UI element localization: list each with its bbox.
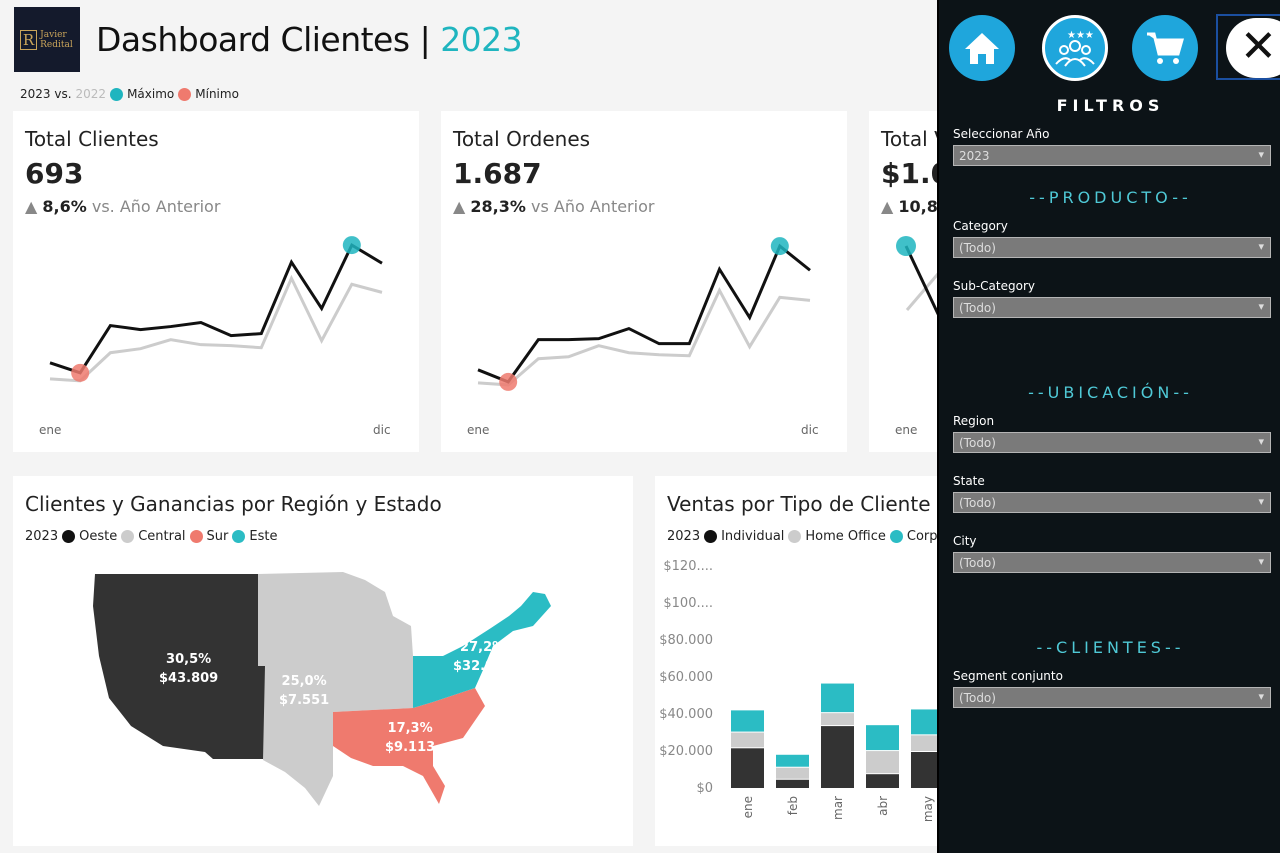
min-marker xyxy=(71,363,90,382)
subcategory-select[interactable]: (Todo) xyxy=(953,297,1271,318)
legend-top: 2023 vs. 2022 Máximo Mínimo xyxy=(20,87,239,101)
clientes-button[interactable]: ★★★ xyxy=(1042,15,1108,81)
line-chart-clientes xyxy=(49,236,383,383)
line-2023 xyxy=(477,243,811,384)
bar-feb-Individual xyxy=(776,779,809,788)
close-panel-button[interactable]: ✕ xyxy=(1216,14,1280,80)
category-select[interactable]: (Todo) xyxy=(953,237,1271,258)
home-icon xyxy=(965,33,999,64)
stacked-bar-chart: $0 $20.000 $40.000 $60.000 $80.000 $100.... $1… xyxy=(659,559,944,822)
line-2022 xyxy=(49,274,383,383)
bar-mar-Individual xyxy=(821,726,854,788)
region-este[interactable] xyxy=(413,592,551,708)
svg-text:★★★: ★★★ xyxy=(1067,30,1094,41)
min-dot-icon xyxy=(178,87,192,101)
max-marker xyxy=(770,237,789,256)
y-tick-label: $0 xyxy=(696,781,713,796)
close-icon: ✕ xyxy=(1226,18,1280,78)
max-marker xyxy=(342,236,361,255)
line-2022 xyxy=(477,286,811,387)
bar-mar-Home Office xyxy=(821,713,854,726)
y-tick-label: $120.... xyxy=(663,559,713,574)
y-tick-label: $100.... xyxy=(663,596,713,611)
bar-abr-Corporate xyxy=(866,725,899,751)
min-marker xyxy=(499,372,518,391)
region-central[interactable] xyxy=(258,572,413,806)
home-button[interactable] xyxy=(949,15,1015,81)
max-marker xyxy=(896,236,916,256)
y-tick-label: $60.000 xyxy=(659,670,713,685)
customers-icon: ★★★ xyxy=(1055,30,1095,67)
map-legend: 2023 Oeste Central Sur Este xyxy=(25,529,278,544)
us-map xyxy=(93,572,551,806)
x-tick-label: abr xyxy=(876,796,890,816)
bar-abr-Individual xyxy=(866,774,899,788)
max-dot-icon xyxy=(110,87,124,101)
x-tick-label: feb xyxy=(786,796,800,815)
y-tick-label: $80.000 xyxy=(659,633,713,648)
bar-may-Home Office xyxy=(911,735,944,751)
bar-ene-Corporate xyxy=(731,710,764,732)
x-tick-label: may xyxy=(921,796,935,822)
map-card: Clientes y Ganancias por Región y Estado… xyxy=(13,476,633,846)
region-sur[interactable] xyxy=(333,688,485,804)
bar-abr-Home Office xyxy=(866,751,899,774)
kpi-card-clientes: Total Clientes 693 ▲ 8,6% vs. Año Anteri… xyxy=(13,111,419,452)
segment-select[interactable]: (Todo) xyxy=(953,687,1271,708)
bar-ene-Individual xyxy=(731,748,764,788)
page-title: Dashboard Clientes | 2023 xyxy=(96,20,523,59)
bar-feb-Corporate xyxy=(776,754,809,767)
line-chart-ventas xyxy=(896,236,951,317)
logo: R Javier Redital xyxy=(14,7,80,72)
line-chart-ordenes xyxy=(477,237,811,391)
sales-card: Ventas por Tipo de Cliente 2023 Individu… xyxy=(655,476,955,846)
bar-feb-Home Office xyxy=(776,767,809,779)
line-2023 xyxy=(49,242,383,375)
state-select[interactable]: (Todo) xyxy=(953,492,1271,513)
x-tick-label: mar xyxy=(831,796,845,820)
bar-mar-Corporate xyxy=(821,683,854,713)
region-oeste[interactable] xyxy=(93,574,265,759)
y-tick-label: $20.000 xyxy=(659,744,713,759)
cart-button[interactable] xyxy=(1132,15,1198,81)
cart-icon xyxy=(1147,32,1184,64)
y-tick-label: $40.000 xyxy=(659,707,713,722)
bar-ene-Home Office xyxy=(731,732,764,748)
filters-panel: ★★★ ✕ FILTROS Seleccionar Año 2023 --PRO… xyxy=(937,0,1280,853)
kpi-card-ordenes: Total Ordenes 1.687 ▲ 28,3% vs Año Anter… xyxy=(441,111,847,452)
x-tick-label: ene xyxy=(741,796,755,818)
year-select[interactable]: 2023 xyxy=(953,145,1271,166)
region-select[interactable]: (Todo) xyxy=(953,432,1271,453)
city-select[interactable]: (Todo) xyxy=(953,552,1271,573)
line-2023 xyxy=(904,245,941,317)
